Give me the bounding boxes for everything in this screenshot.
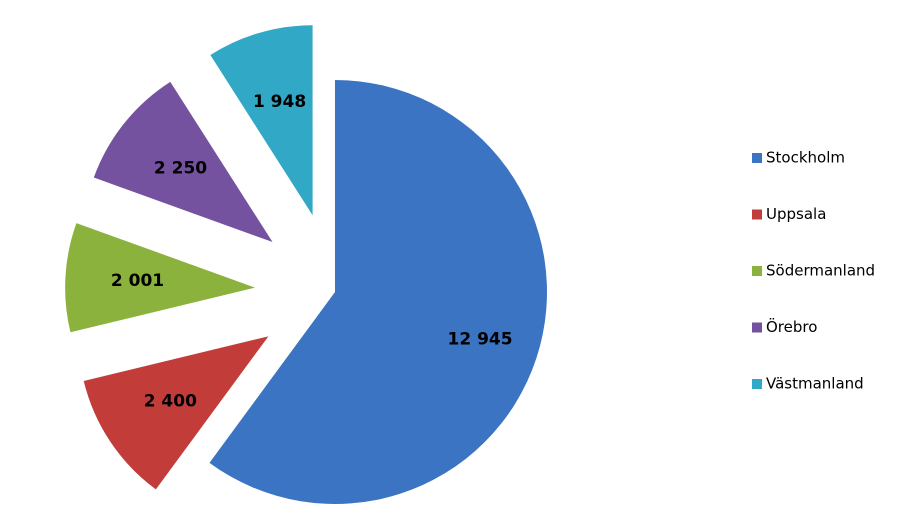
pie-slice — [209, 80, 547, 504]
legend-swatch — [752, 379, 762, 389]
data-label: 2 400 — [144, 392, 197, 412]
legend-swatch — [752, 209, 762, 220]
legend-swatch — [752, 153, 762, 163]
data-label: 1 948 — [253, 92, 306, 112]
data-label: 2 250 — [154, 158, 207, 178]
legend-label: Örebro — [766, 317, 817, 336]
data-label: 2 001 — [111, 271, 164, 291]
pie-slice — [210, 25, 313, 216]
data-label: 12 945 — [448, 330, 513, 350]
legend-swatch — [752, 322, 762, 333]
pie-slice — [93, 81, 273, 243]
legend-swatch — [752, 266, 762, 276]
pie-slice — [65, 223, 256, 333]
legend-label: Södermanland — [766, 262, 875, 280]
pie-slice — [83, 336, 269, 490]
legend-label: Västmanland — [766, 375, 864, 393]
legend-label: Uppsala — [766, 205, 826, 223]
legend-label: Stockholm — [766, 149, 845, 167]
